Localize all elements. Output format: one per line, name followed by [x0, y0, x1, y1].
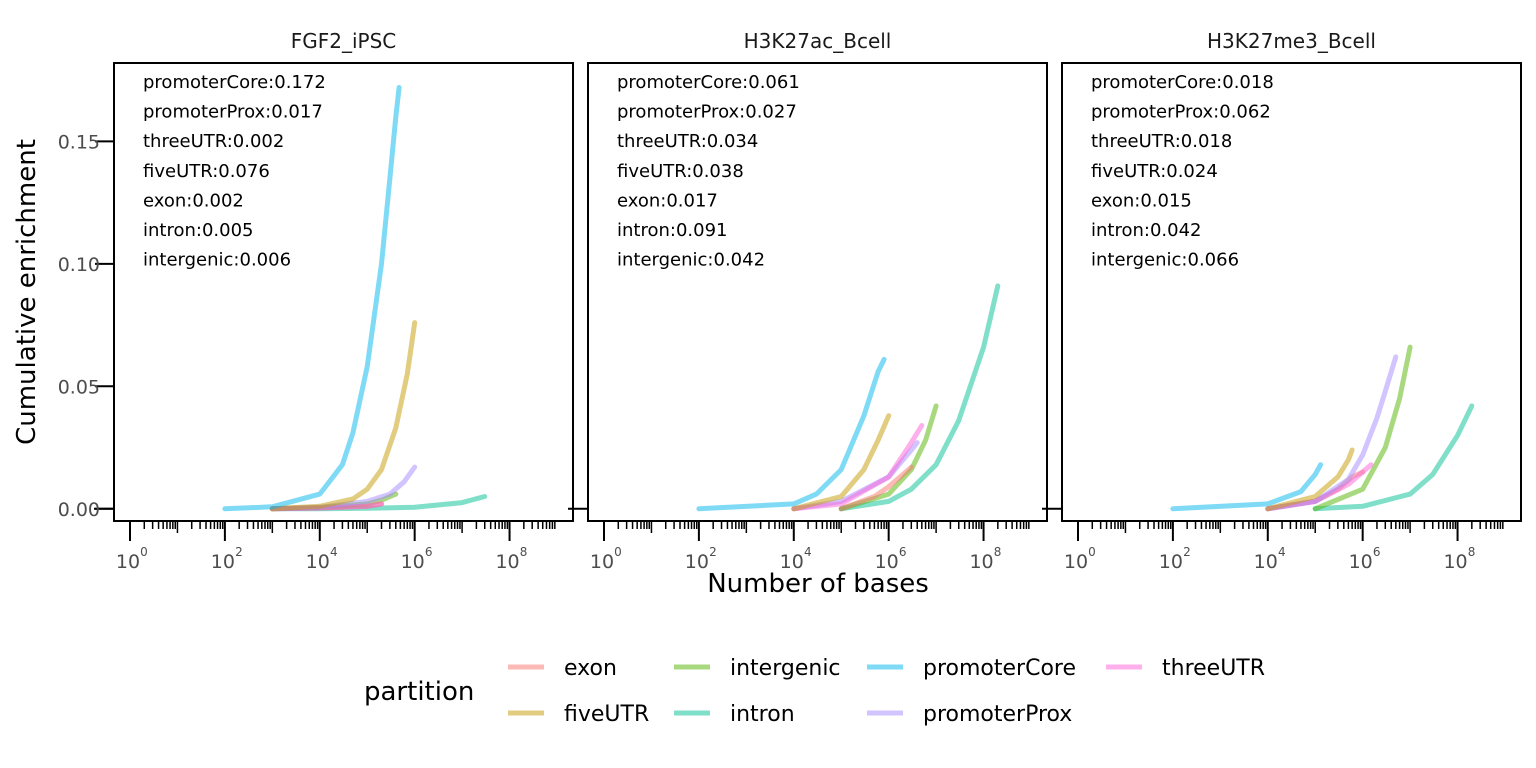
series-line-fiveUTR	[791, 413, 892, 512]
annotation-text: fiveUTR:0.038	[617, 161, 744, 182]
panel-border	[587, 62, 1048, 522]
legend-label: threeUTR	[1162, 656, 1265, 681]
x-tick-label-exponent: 2	[235, 545, 243, 559]
x-tick-label: 10	[875, 551, 899, 573]
x-tick-label: 10	[1349, 551, 1373, 573]
annotation-text: exon:0.002	[143, 190, 244, 211]
x-tick-label-exponent: 6	[1373, 545, 1381, 559]
annotation-text: promoterCore:0.061	[617, 72, 800, 93]
series-line-threeUTR	[791, 423, 925, 512]
panel-border	[113, 62, 574, 522]
x-tick-label: 10	[969, 551, 993, 573]
y-tick-label: 0.05	[58, 376, 100, 398]
x-tick-label: 10	[1159, 551, 1183, 573]
annotation-text: threeUTR:0.034	[617, 131, 758, 152]
x-tick-label: 10	[1443, 551, 1467, 573]
legend-label: exon	[564, 656, 617, 681]
series-line-intron	[838, 283, 1001, 512]
x-tick-label-exponent: 0	[614, 545, 622, 559]
x-tick-label-exponent: 4	[804, 545, 812, 559]
x-tick-label-exponent: 0	[1088, 545, 1096, 559]
legend-label: fiveUTR	[564, 702, 649, 727]
x-tick-label: 10	[780, 551, 804, 573]
annotation-text: exon:0.017	[617, 190, 718, 211]
x-tick-label-exponent: 0	[140, 545, 148, 559]
legend-label: promoterProx	[923, 702, 1072, 727]
x-tick-label-exponent: 6	[425, 545, 433, 559]
series-line-fiveUTR	[269, 320, 418, 512]
series-line-promoterCore	[1170, 462, 1324, 512]
legend: partition exon fiveUTR intergenic intron pro…	[364, 656, 1265, 727]
annotation-text: intron:0.091	[617, 220, 728, 241]
x-tick-label: 10	[1064, 551, 1088, 573]
annotation-text: promoterCore:0.172	[143, 72, 326, 93]
annotation-text: intergenic:0.042	[617, 250, 765, 271]
annotation-text: intergenic:0.066	[1091, 250, 1239, 271]
y-tick-label: 0.00	[58, 499, 100, 521]
y-axis-title: Cumulative enrichment	[12, 139, 42, 445]
facet-panel-H3K27ac_Bcell: H3K27ac_Bcell promoterCore:0.061 promoterP…	[568, 29, 1048, 573]
legend-label: promoterCore	[923, 656, 1076, 681]
x-tick-label: 10	[1254, 551, 1278, 573]
x-tick-label-exponent: 8	[994, 545, 1002, 559]
x-axis-ticks: 10 0 10 2 10 4 10 6 10 8	[1064, 521, 1504, 573]
facet-title: FGF2_iPSC	[291, 29, 397, 53]
annotation-text: fiveUTR:0.076	[143, 161, 270, 182]
legend-label: intron	[730, 702, 795, 727]
facet-panel-H3K27me3_Bcell: H3K27me3_Bcell promoterCore:0.018 promoter…	[1042, 29, 1522, 573]
x-tick-label-exponent: 4	[330, 545, 338, 559]
x-tick-label-exponent: 8	[1468, 545, 1476, 559]
annotation-text: threeUTR:0.018	[1091, 131, 1232, 152]
x-tick-label: 10	[590, 551, 614, 573]
x-tick-label: 10	[306, 551, 330, 573]
x-axis-ticks: 10 0 10 2 10 4 10 6 10 8	[116, 521, 556, 573]
x-tick-label-exponent: 6	[899, 545, 907, 559]
x-tick-label-exponent: 2	[709, 545, 717, 559]
annotation-text: intron:0.042	[1091, 220, 1202, 241]
x-axis-ticks: 10 0 10 2 10 4 10 6 10 8	[590, 521, 1030, 573]
annotation-text: intergenic:0.006	[143, 250, 291, 271]
legend-label: intergenic	[730, 656, 841, 681]
annotation-text: promoterProx:0.027	[617, 102, 797, 123]
x-tick-label: 10	[116, 551, 140, 573]
annotation-text: fiveUTR:0.024	[1091, 161, 1218, 182]
y-tick-label: 0.10	[58, 254, 100, 276]
annotation-text: promoterProx:0.062	[1091, 102, 1271, 123]
series-line-exon	[838, 464, 914, 512]
series-line-fiveUTR	[1265, 447, 1355, 512]
x-tick-label: 10	[401, 551, 425, 573]
annotation-text: threeUTR:0.002	[143, 131, 284, 152]
x-tick-label: 10	[685, 551, 709, 573]
facet-title: H3K27ac_Bcell	[744, 29, 892, 53]
x-tick-label-exponent: 4	[1278, 545, 1286, 559]
series-line-promoterCore	[696, 356, 887, 512]
y-axis: 0.00 0.05 0.10 0.15	[58, 131, 114, 521]
series-line-promoterProx	[1265, 354, 1399, 512]
annotation-text: exon:0.015	[1091, 190, 1192, 211]
facet-title: H3K27me3_Bcell	[1207, 29, 1376, 53]
x-tick-label-exponent: 8	[520, 545, 528, 559]
panel-border	[1061, 62, 1522, 522]
x-tick-label: 10	[211, 551, 235, 573]
y-tick-label: 0.15	[58, 131, 100, 153]
annotation-text: intron:0.005	[143, 220, 254, 241]
x-axis-title: Number of bases	[707, 569, 929, 599]
x-tick-label: 10	[495, 551, 519, 573]
facet-panel-FGF2_iPSC: FGF2_iPSC promoterCore:0.172 promoterProx:…	[94, 29, 574, 573]
annotation-text: promoterProx:0.017	[143, 102, 323, 123]
annotation-text: promoterCore:0.018	[1091, 72, 1274, 93]
panels-layer: FGF2_iPSC promoterCore:0.172 promoterProx:…	[94, 29, 1522, 573]
x-tick-label-exponent: 2	[1183, 545, 1191, 559]
series-line-intergenic	[1312, 344, 1413, 512]
legend-title: partition	[364, 677, 474, 707]
series-line-intron	[1312, 403, 1475, 512]
series-line-promoterCore	[222, 85, 402, 512]
